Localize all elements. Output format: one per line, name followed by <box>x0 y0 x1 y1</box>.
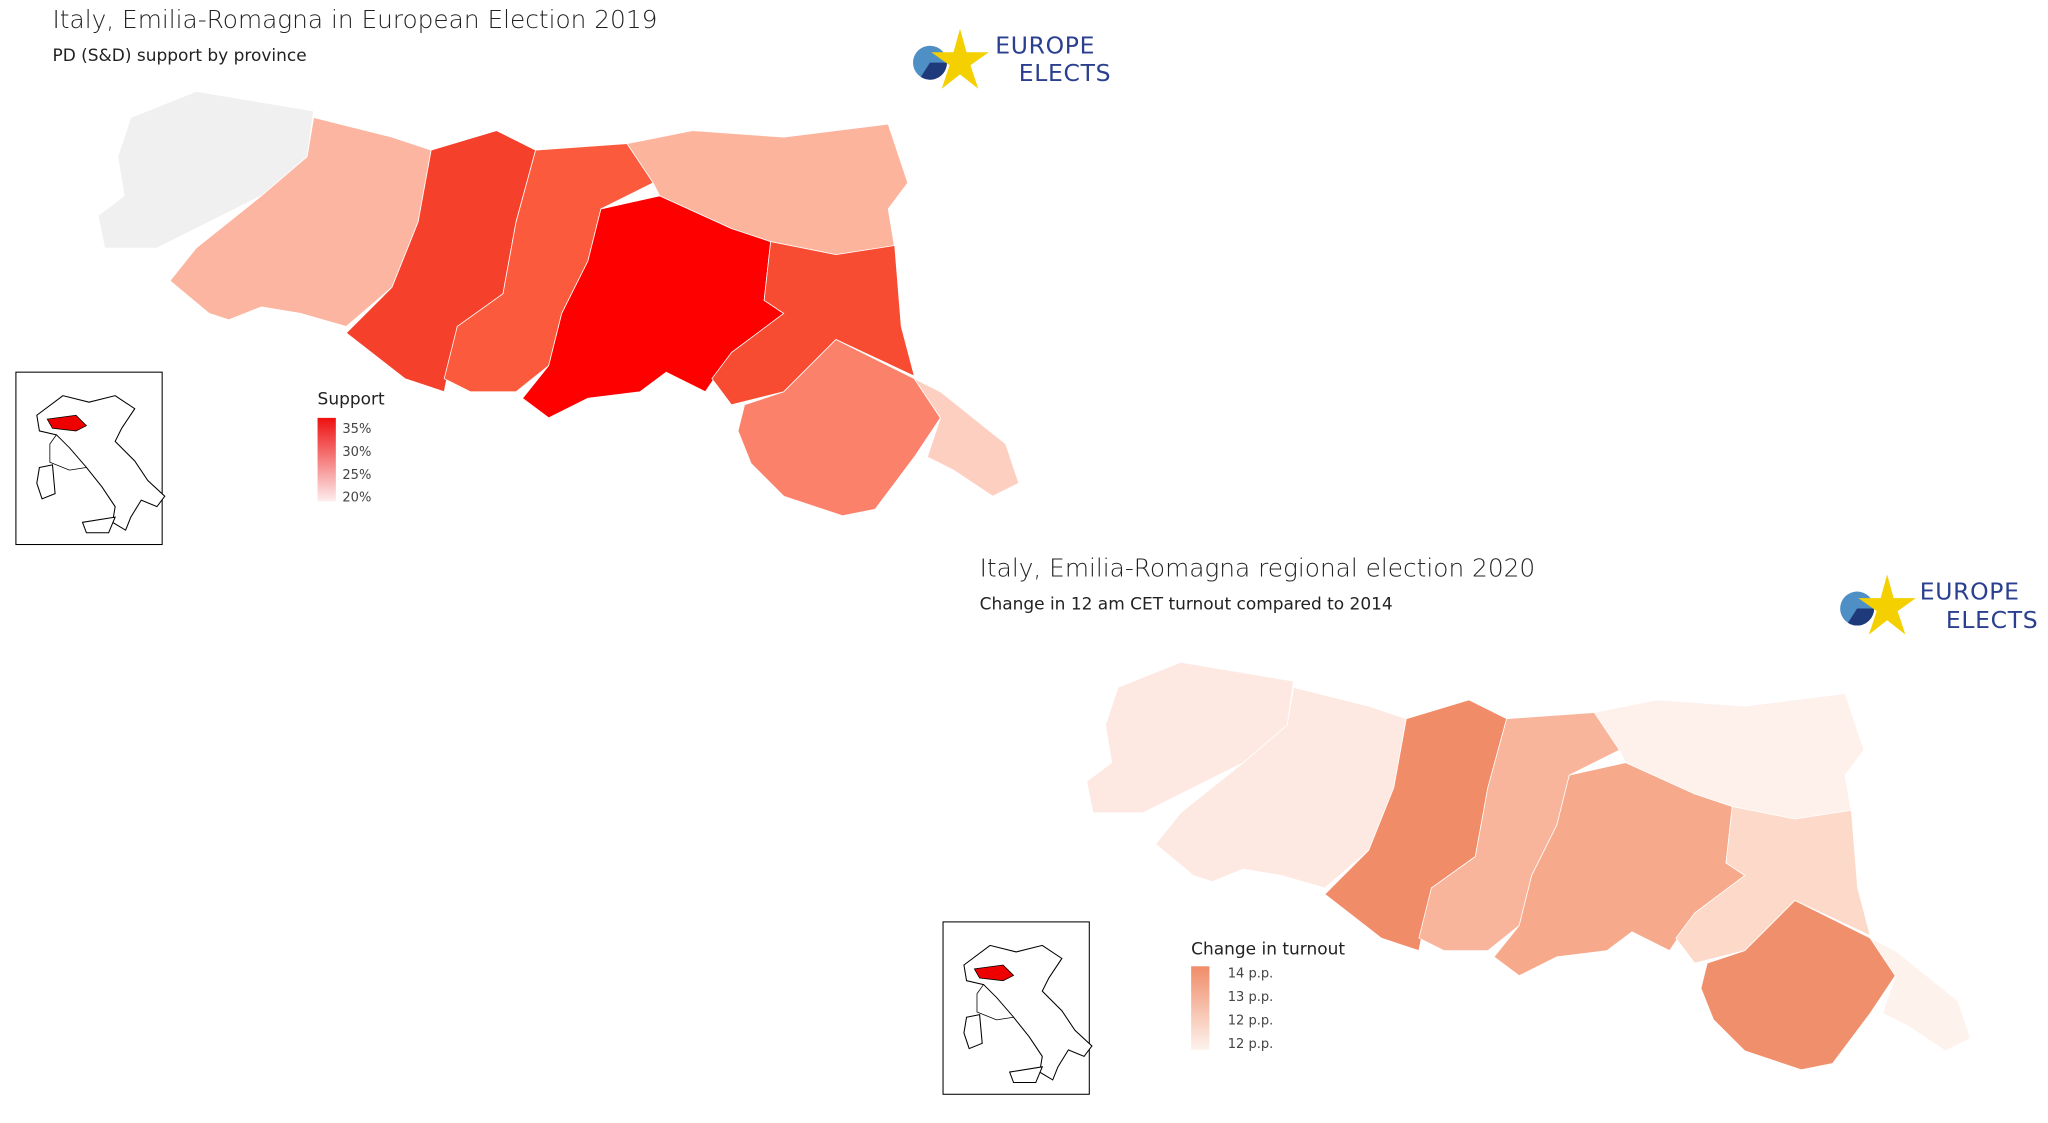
map-title: Italy, Emilia-Romagna regional election … <box>980 553 1536 582</box>
legend-title: Support <box>318 390 385 410</box>
region-map <box>1086 661 1971 1071</box>
logo-text: ELECTS <box>1946 606 2038 634</box>
region-map <box>97 91 1020 517</box>
legend-label: 12 p.p. <box>1228 1037 1274 1052</box>
legend-label: 25% <box>342 468 371 483</box>
map-regional-2020: Italy, Emilia-Romagna regional election … <box>942 553 2038 1095</box>
legend-label: 20% <box>342 491 371 506</box>
logo: EUROPE ELECTS <box>913 28 1111 89</box>
legend-labels: 14 p.p. 13 p.p. 12 p.p. 12 p.p. <box>1228 967 1274 1053</box>
legend-label: 30% <box>342 445 371 460</box>
map-european-2019: Italy, Emilia-Romagna in European Electi… <box>15 5 1111 546</box>
logo-text: EUROPE <box>995 32 1095 60</box>
legend-colorbar <box>1191 966 1210 1050</box>
logo: EUROPE ELECTS <box>1840 574 2038 635</box>
logo-text: ELECTS <box>1019 59 1111 87</box>
map-subtitle: Change in 12 am CET turnout compared to … <box>980 595 1393 615</box>
legend-labels: 35% 30% 25% 20% <box>342 422 371 506</box>
map-subtitle: PD (S&D) support by province <box>52 46 306 66</box>
logo-text: EUROPE <box>1920 577 2020 605</box>
map-title: Italy, Emilia-Romagna in European Electi… <box>52 5 657 34</box>
legend-label: 13 p.p. <box>1228 990 1274 1005</box>
legend-label: 12 p.p. <box>1228 1014 1274 1029</box>
legend-colorbar <box>317 417 336 502</box>
legend-label: 35% <box>342 422 371 437</box>
legend-title: Change in turnout <box>1191 939 1345 959</box>
legend-label: 14 p.p. <box>1228 967 1274 982</box>
